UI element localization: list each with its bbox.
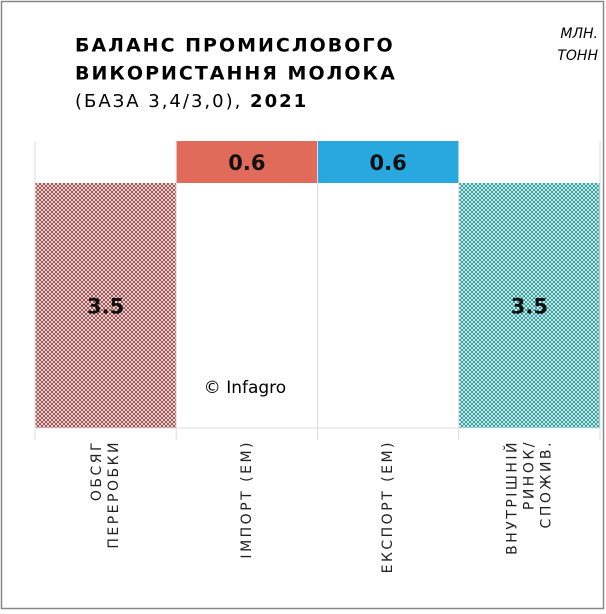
- value-label: 0.6: [228, 151, 265, 175]
- bar: [458, 183, 600, 428]
- x-tick-label: ІМПОРТ (ЕМ): [239, 440, 255, 559]
- value-label: 3.5: [511, 295, 548, 319]
- x-tick-label: ЕКСПОРТ (ЕМ): [380, 440, 396, 573]
- subtitle-year: 2021: [250, 91, 308, 112]
- units: МЛН.: [560, 26, 598, 42]
- bar: [35, 183, 177, 428]
- title-line: ВИКОРИСТАННЯ МОЛОКА: [75, 63, 397, 85]
- x-tick-label: ОБСЯГ: [89, 440, 105, 501]
- watermark: © Infagro: [204, 378, 286, 398]
- x-tick-label: ПЕРЕРОБКИ: [106, 440, 122, 549]
- units: ТОНН: [557, 48, 598, 64]
- x-tick-label: РИНОК/: [521, 440, 537, 510]
- subtitle: (БАЗА 3,4/3,0), 2021: [75, 91, 308, 112]
- subtitle-text: (БАЗА 3,4/3,0),: [75, 91, 250, 112]
- title-line: БАЛАНС ПРОМИСЛОВОГО: [75, 35, 395, 57]
- x-tick-label: СПОЖИВ.: [538, 440, 554, 528]
- value-label: 0.6: [370, 151, 407, 175]
- x-tick-label: ВНУТРІШНІЙ: [502, 440, 520, 555]
- bar: [317, 141, 459, 183]
- value-label: 3.5: [87, 295, 124, 319]
- bar: [176, 141, 318, 183]
